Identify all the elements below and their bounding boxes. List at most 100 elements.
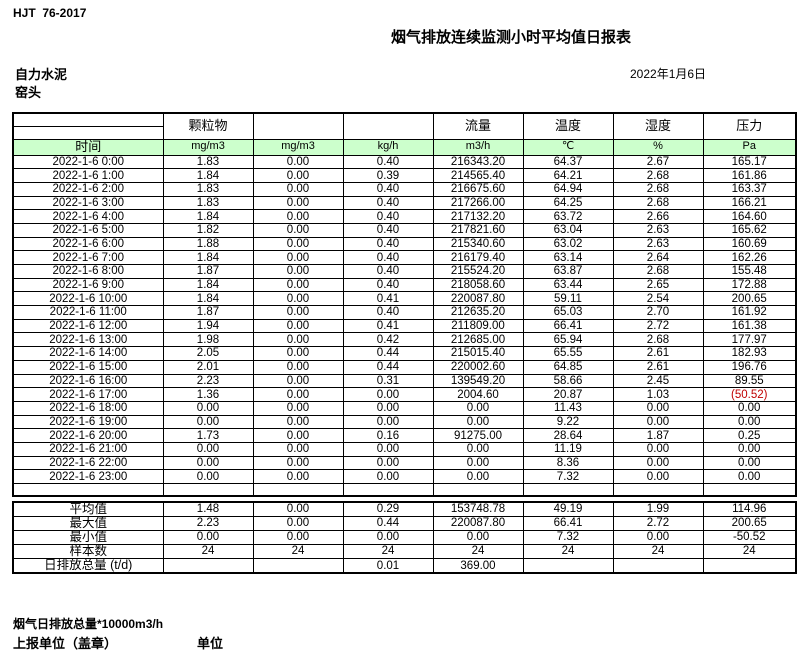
value-cell: 0.00 bbox=[432, 469, 524, 484]
value-cell: 162.26 bbox=[702, 250, 797, 265]
value-cell: 214565.40 bbox=[432, 168, 524, 183]
value-cell: 0.00 bbox=[702, 400, 797, 416]
value-cell: 0.00 bbox=[612, 455, 704, 471]
value-cell: 0.00 bbox=[252, 154, 344, 170]
value-cell: 0.00 bbox=[432, 414, 524, 430]
hourly-data-row: 2022-1-6 0:00 1.83 0.00 0.40 216343.20 64.37 2… bbox=[12, 154, 797, 170]
value-cell: 217821.60 bbox=[432, 222, 524, 238]
value-cell: 0.00 bbox=[702, 414, 797, 430]
value-cell: 20.87 bbox=[522, 387, 614, 402]
value-cell: 0.41 bbox=[342, 318, 434, 334]
value-cell: 66.41 bbox=[522, 318, 614, 334]
summary-value-cell: 24 bbox=[702, 543, 797, 560]
time-cell: 2022-1-6 6:00 bbox=[12, 236, 164, 252]
value-cell: 0.00 bbox=[252, 332, 344, 348]
time-cell: 2022-1-6 14:00 bbox=[12, 346, 164, 361]
summary-value-cell: 24 bbox=[432, 543, 524, 560]
summary-value-cell: 24 bbox=[162, 543, 254, 560]
value-cell: 0.00 bbox=[252, 414, 344, 430]
time-cell: 2022-1-6 4:00 bbox=[12, 209, 164, 224]
summary-label-cell: 最小值 bbox=[12, 529, 164, 545]
column-header-temperature: 温度 bbox=[522, 112, 614, 140]
value-cell: 160.69 bbox=[702, 236, 797, 252]
value-cell: 215340.60 bbox=[432, 236, 524, 252]
summary-label-cell: 日排放总量 (t/d) bbox=[12, 558, 164, 574]
value-cell: 2.68 bbox=[612, 195, 704, 211]
summary-label-cell: 样本数 bbox=[12, 543, 164, 560]
unit-mg-m3-2: mg/m3 bbox=[252, 138, 344, 156]
time-cell: 2022-1-6 12:00 bbox=[12, 318, 164, 334]
value-cell: 1.82 bbox=[162, 222, 254, 238]
value-cell: 1.87 bbox=[612, 428, 704, 443]
column-header-particulate: 颗粒物 bbox=[162, 112, 254, 140]
value-cell: 0.00 bbox=[252, 168, 344, 183]
hourly-rows-body: 2022-1-6 0:00 1.83 0.00 0.40 216343.20 64.37 2… bbox=[12, 154, 797, 484]
hourly-data-row: 2022-1-6 18:00 0.00 0.00 0.00 0.00 11.43 0.00 0… bbox=[12, 400, 797, 416]
column-header-blank-2 bbox=[342, 112, 434, 140]
summary-value-cell: 24 bbox=[522, 543, 614, 560]
value-cell: 0.00 bbox=[252, 236, 344, 252]
hourly-data-row: 2022-1-6 14:00 2.05 0.00 0.44 215015.40 65.55… bbox=[12, 346, 797, 361]
value-cell: (50.52) bbox=[702, 387, 797, 402]
value-cell: 0.00 bbox=[162, 455, 254, 471]
value-cell: 64.21 bbox=[522, 168, 614, 183]
value-cell: 2.61 bbox=[612, 359, 704, 375]
summary-value-cell bbox=[522, 558, 614, 574]
value-cell: 1.73 bbox=[162, 428, 254, 443]
hourly-data-row: 2022-1-6 8:00 1.87 0.00 0.40 215524.20 63.87 2… bbox=[12, 264, 797, 279]
value-cell: 1.83 bbox=[162, 154, 254, 170]
summary-value-cell: 0.00 bbox=[252, 515, 344, 531]
hourly-data-row: 2022-1-6 23:00 0.00 0.00 0.00 0.00 7.32 0.00 0.… bbox=[12, 469, 797, 484]
report-date: 2022年1月6日 bbox=[630, 67, 707, 81]
value-cell: 0.44 bbox=[342, 346, 434, 361]
value-cell: 1.87 bbox=[162, 264, 254, 279]
summary-value-cell: 66.41 bbox=[522, 515, 614, 531]
column-header-pressure: 压力 bbox=[702, 112, 797, 140]
summary-value-cell: 1.99 bbox=[612, 501, 704, 517]
value-cell: 0.40 bbox=[342, 209, 434, 224]
hourly-data-row: 2022-1-6 5:00 1.82 0.00 0.40 217821.60 63.04 2… bbox=[12, 222, 797, 238]
summary-value-cell: 24 bbox=[612, 543, 704, 560]
summary-row: 最大值 2.23 0.00 0.44 220087.80 66.41 2.72 200.65 bbox=[12, 515, 797, 531]
value-cell: 0.00 bbox=[342, 387, 434, 402]
value-cell: 196.76 bbox=[702, 359, 797, 375]
value-cell: 2.54 bbox=[612, 291, 704, 307]
value-cell: 2.63 bbox=[612, 236, 704, 252]
column-header-humidity: 湿度 bbox=[612, 112, 704, 140]
summary-value-cell: 7.32 bbox=[522, 529, 614, 545]
time-cell: 2022-1-6 17:00 bbox=[12, 387, 164, 402]
value-cell: 0.00 bbox=[252, 181, 344, 197]
value-cell: 163.37 bbox=[702, 181, 797, 197]
hourly-data-row: 2022-1-6 1:00 1.84 0.00 0.39 214565.40 64.21 2… bbox=[12, 168, 797, 183]
value-cell: 2.61 bbox=[612, 346, 704, 361]
summary-rows-body: 平均值 1.48 0.00 0.29 153748.78 49.19 1.99 114.96 最… bbox=[12, 501, 797, 574]
value-cell: 0.00 bbox=[702, 441, 797, 457]
summary-value-cell: 0.29 bbox=[342, 501, 434, 517]
value-cell: 0.00 bbox=[252, 264, 344, 279]
value-cell: 0.00 bbox=[252, 277, 344, 293]
value-cell: 0.00 bbox=[342, 469, 434, 484]
value-cell: 217132.20 bbox=[432, 209, 524, 224]
hourly-data-row: 2022-1-6 9:00 1.84 0.00 0.40 218058.60 63.44 2… bbox=[12, 277, 797, 293]
value-cell: 139549.20 bbox=[432, 373, 524, 389]
value-cell: 2.23 bbox=[162, 373, 254, 389]
value-cell: 0.00 bbox=[252, 291, 344, 307]
summary-value-cell: 0.00 bbox=[162, 529, 254, 545]
value-cell: 2.68 bbox=[612, 168, 704, 183]
hourly-data-row: 2022-1-6 20:00 1.73 0.00 0.16 91275.00 28.64 1… bbox=[12, 428, 797, 443]
column-header-blank-1 bbox=[252, 112, 344, 140]
value-cell: 2.63 bbox=[612, 222, 704, 238]
value-cell: 1.84 bbox=[162, 168, 254, 183]
value-cell: 0.00 bbox=[252, 359, 344, 375]
value-cell: 216343.20 bbox=[432, 154, 524, 170]
value-cell: 177.97 bbox=[702, 332, 797, 348]
value-cell: 0.40 bbox=[342, 181, 434, 197]
hourly-data-table: 颗粒物 流量 温度 湿度 压力 时间 mg/m3 mg/m3 kg/h m3/h… bbox=[12, 112, 797, 497]
time-cell: 2022-1-6 3:00 bbox=[12, 195, 164, 211]
hourly-data-row: 2022-1-6 11:00 1.87 0.00 0.40 212635.20 65.03… bbox=[12, 305, 797, 320]
value-cell: 58.66 bbox=[522, 373, 614, 389]
time-cell: 2022-1-6 8:00 bbox=[12, 264, 164, 279]
value-cell: 63.02 bbox=[522, 236, 614, 252]
value-cell: 1.84 bbox=[162, 277, 254, 293]
summary-row: 最小值 0.00 0.00 0.00 0.00 7.32 0.00 -50.52 bbox=[12, 529, 797, 545]
